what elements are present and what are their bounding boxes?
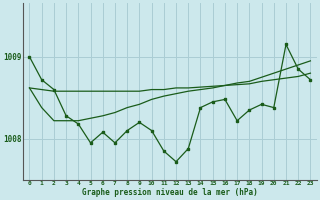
X-axis label: Graphe pression niveau de la mer (hPa): Graphe pression niveau de la mer (hPa): [82, 188, 258, 197]
